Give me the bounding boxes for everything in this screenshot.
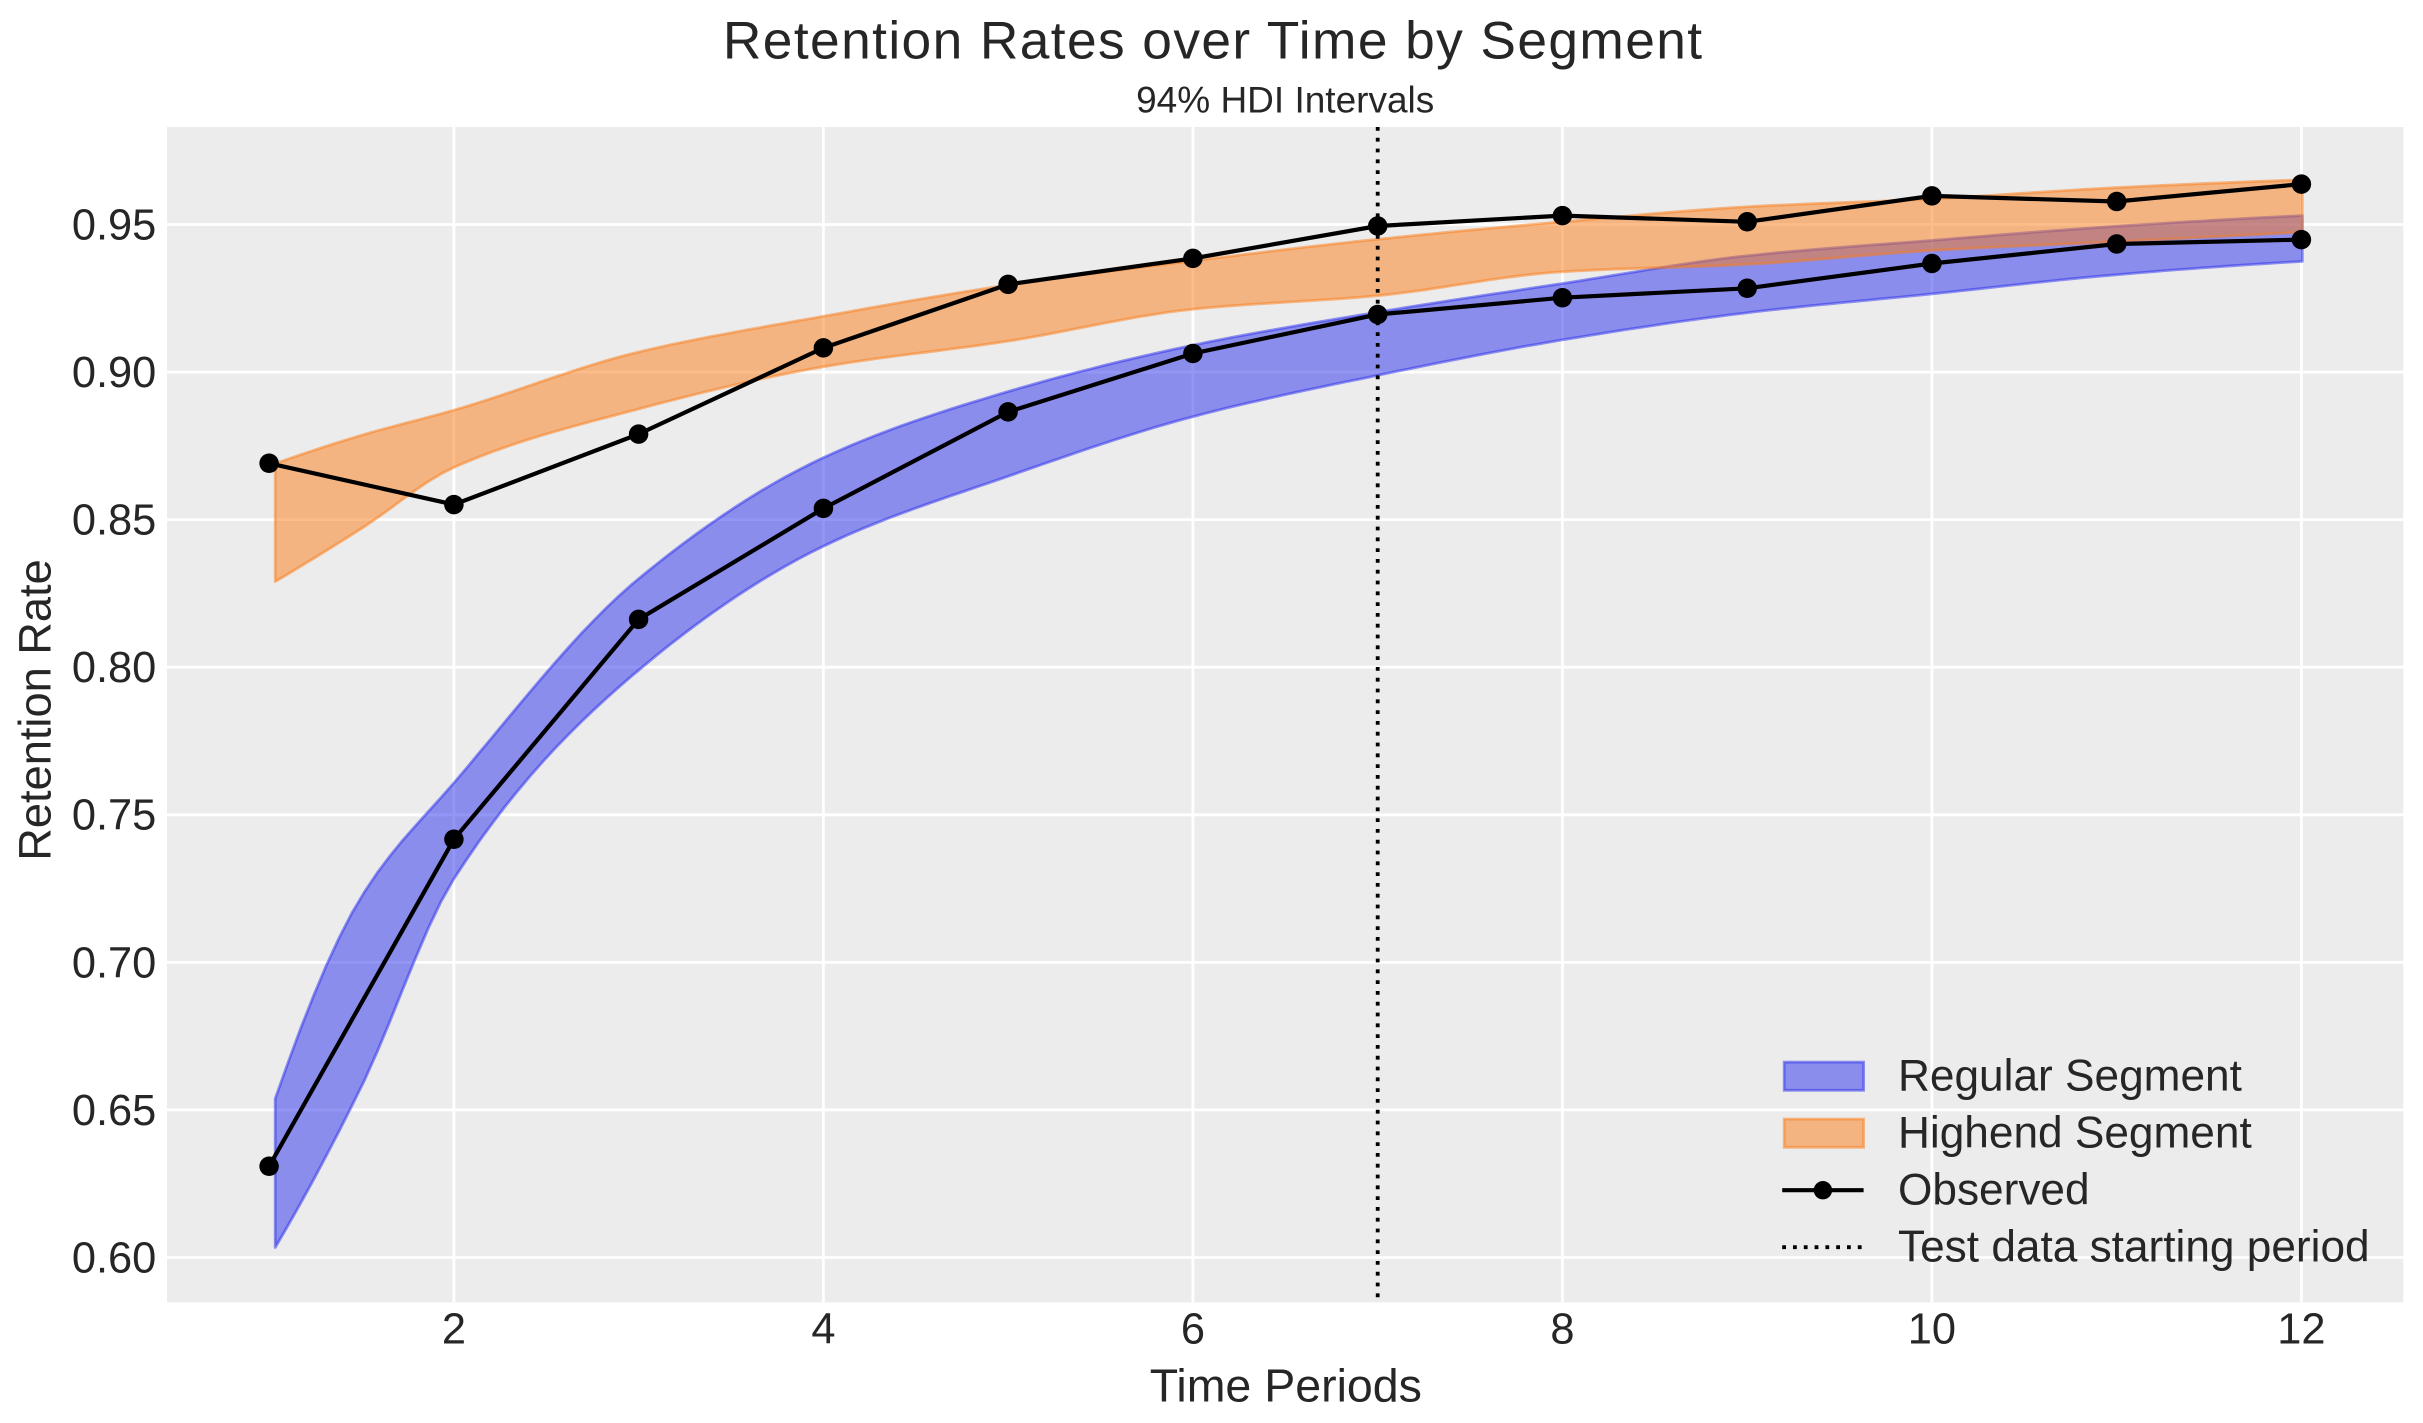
svg-text:Regular Segment: Regular Segment bbox=[1898, 1051, 2242, 1100]
svg-text:0.75: 0.75 bbox=[72, 792, 156, 840]
svg-text:Time Periods: Time Periods bbox=[1150, 1360, 1422, 1412]
svg-text:0.85: 0.85 bbox=[72, 497, 156, 545]
svg-text:6: 6 bbox=[1181, 1305, 1205, 1353]
svg-text:12: 12 bbox=[2277, 1305, 2325, 1353]
svg-text:Test data starting period: Test data starting period bbox=[1898, 1222, 2370, 1271]
svg-text:0.95: 0.95 bbox=[72, 201, 156, 249]
svg-text:0.65: 0.65 bbox=[72, 1087, 156, 1135]
svg-text:8: 8 bbox=[1550, 1305, 1574, 1353]
svg-text:10: 10 bbox=[1908, 1305, 1956, 1353]
svg-text:2: 2 bbox=[442, 1305, 466, 1353]
svg-text:0.80: 0.80 bbox=[72, 644, 156, 692]
svg-text:4: 4 bbox=[811, 1305, 835, 1353]
svg-text:0.70: 0.70 bbox=[72, 939, 156, 987]
svg-text:0.90: 0.90 bbox=[72, 349, 156, 397]
svg-text:Retention Rates over Time by S: Retention Rates over Time by Segment bbox=[723, 12, 1704, 71]
svg-text:Retention Rate: Retention Rate bbox=[10, 559, 61, 860]
svg-text:94% HDI Intervals: 94% HDI Intervals bbox=[1136, 79, 1434, 120]
svg-text:Highend Segment: Highend Segment bbox=[1898, 1108, 2252, 1157]
svg-text:0.60: 0.60 bbox=[72, 1234, 156, 1282]
svg-text:Observed: Observed bbox=[1898, 1165, 2090, 1214]
